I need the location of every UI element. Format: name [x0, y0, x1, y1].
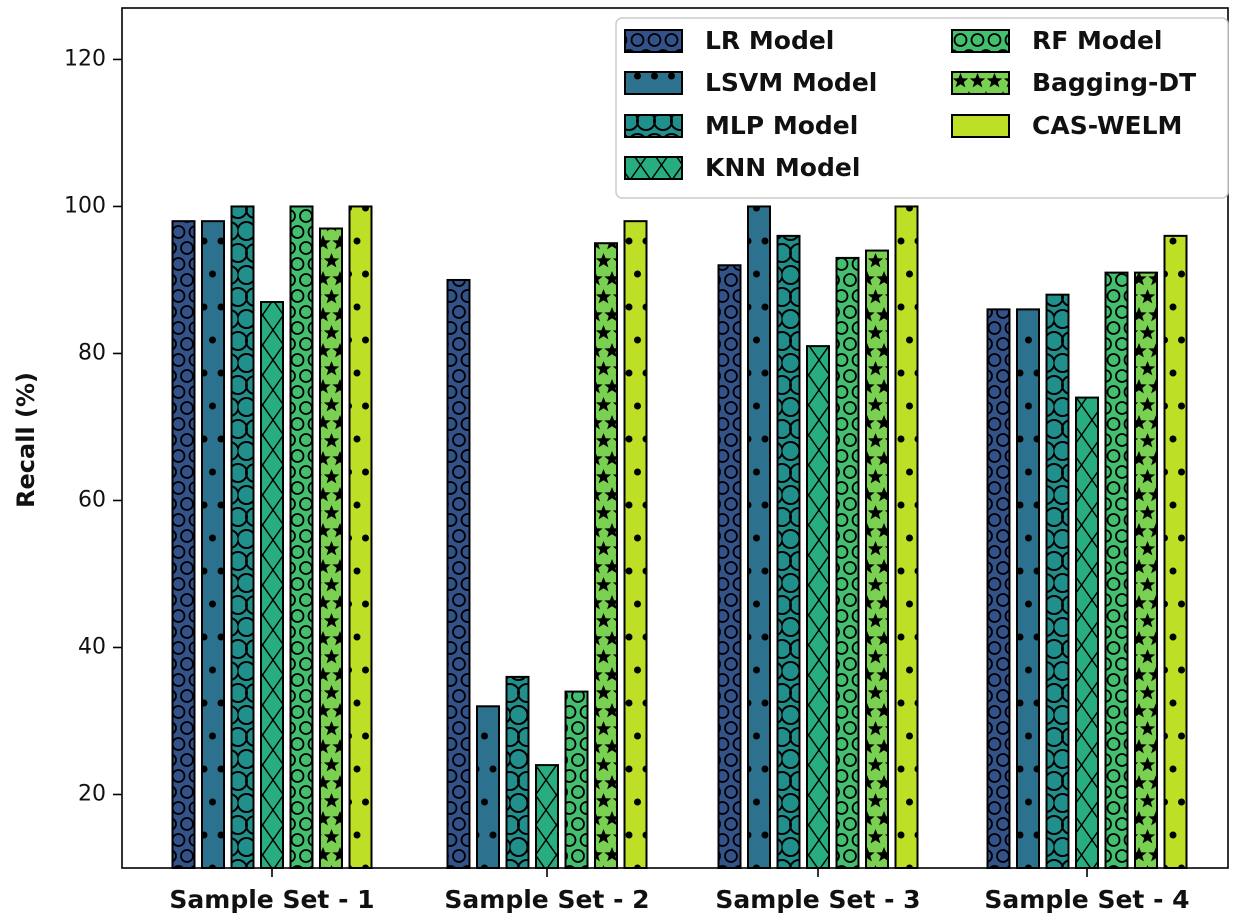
bar-mlp-model-set-1 [230, 205, 255, 869]
y-tick-label: 60 [78, 487, 106, 512]
legend-label: LR Model [705, 26, 834, 55]
legend-label: KNN Model [705, 153, 860, 182]
x-tick-label: Sample Set - 3 [715, 885, 920, 914]
bar-lr-model-set-2 [446, 278, 471, 869]
legend-swatch [624, 29, 683, 53]
legend-swatch [951, 114, 1010, 138]
y-tick-label: 40 [78, 634, 106, 659]
bar-cas-welm-set-2 [623, 220, 648, 869]
x-tick-label: Sample Set - 4 [984, 885, 1189, 914]
legend-swatch [951, 71, 1010, 95]
bar-mlp-model-set-3 [776, 234, 801, 870]
bar-rf-model-set-2 [564, 690, 589, 869]
bar-knn-model-set-4 [1075, 396, 1099, 869]
bar-mlp-model-set-4 [1045, 293, 1070, 869]
legend-swatch [951, 29, 1010, 53]
legend-item-bagging-dt: Bagging-DT [951, 68, 1196, 97]
bar-knn-model-set-2 [535, 764, 559, 869]
bar-cas-welm-set-1 [348, 205, 373, 869]
bar-lsvm-model-set-3 [747, 205, 771, 869]
legend-item-knn-model: KNN Model [624, 153, 860, 182]
axes-layer: 20 40 60 80 100 120 Sample Set - 1 Sample Set -… [64, 7, 1229, 914]
legend-label: CAS-WELM [1032, 111, 1182, 140]
legend-item-rf-model: RF Model [951, 26, 1163, 55]
y-tick-label: 120 [64, 46, 106, 71]
legend-label: LSVM Model [705, 68, 877, 97]
legend-swatch [624, 71, 683, 95]
bar-bagging-dt-set-3 [865, 249, 889, 870]
bar-lr-model-set-4 [986, 308, 1011, 870]
bar-mlp-model-set-2 [505, 675, 530, 870]
legend-swatch [624, 156, 683, 180]
legend-label: MLP Model [705, 111, 858, 140]
bar-rf-model-set-4 [1104, 271, 1129, 870]
legend-box [615, 17, 1229, 199]
legend-item-cas-welm: CAS-WELM [951, 111, 1182, 140]
legend: LR Model LSVM Model MLP Model KNN Model RF M… [615, 17, 1229, 199]
legend-item-lr-model: LR Model [624, 26, 834, 55]
legend-swatch [624, 114, 683, 138]
y-axis-label: Recall (%) [12, 372, 40, 508]
y-tick-label: 100 [64, 193, 106, 218]
bar-knn-model-set-3 [806, 345, 830, 870]
legend-item-mlp-model: MLP Model [624, 111, 858, 140]
bar-lsvm-model-set-1 [201, 220, 225, 869]
bar-bagging-dt-set-2 [594, 242, 618, 869]
bar-rf-model-set-3 [835, 256, 860, 869]
y-tick-label: 20 [78, 781, 106, 806]
legend-item-lsvm-model: LSVM Model [624, 68, 877, 97]
plot-frame [121, 7, 1229, 869]
y-tick-label: 80 [78, 340, 106, 365]
bar-bagging-dt-set-1 [319, 227, 343, 869]
bar-lr-model-set-1 [171, 220, 196, 869]
x-tick-label: Sample Set - 1 [169, 885, 374, 914]
bar-cas-welm-set-4 [1163, 234, 1188, 870]
x-tick-label: Sample Set - 2 [444, 885, 649, 914]
bar-bagging-dt-set-4 [1134, 271, 1158, 870]
bar-cas-welm-set-3 [894, 205, 919, 869]
bar-lsvm-model-set-2 [476, 705, 500, 869]
bar-lr-model-set-3 [717, 264, 742, 869]
bar-knn-model-set-1 [260, 301, 284, 869]
legend-label: RF Model [1032, 26, 1163, 55]
bars-layer [171, 205, 1188, 870]
legend-label: Bagging-DT [1032, 68, 1196, 97]
bar-rf-model-set-1 [289, 205, 314, 869]
bar-lsvm-model-set-4 [1016, 308, 1040, 870]
